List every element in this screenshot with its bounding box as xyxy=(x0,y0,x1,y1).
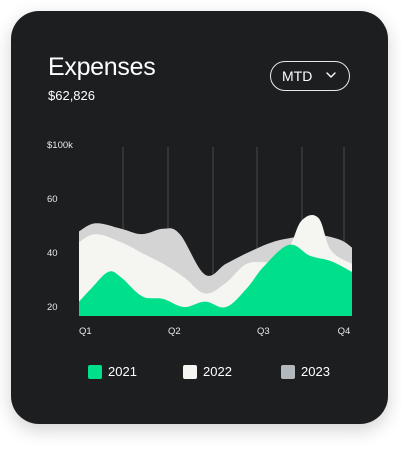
x-tick-label: Q4 xyxy=(338,326,351,337)
card-title: Expenses xyxy=(48,53,156,81)
y-tick-label: 40 xyxy=(47,248,58,259)
legend-label: 2021 xyxy=(108,364,137,379)
x-tick-label: Q2 xyxy=(168,326,181,337)
legend-item-2022: 2022 xyxy=(183,364,232,379)
chart-legend: 2021 2022 2023 xyxy=(11,364,388,384)
legend-label: 2023 xyxy=(301,364,330,379)
period-select[interactable]: MTD xyxy=(270,61,350,91)
x-tick-label: Q3 xyxy=(257,326,270,337)
chevron-down-icon xyxy=(326,72,336,78)
period-select-value: MTD xyxy=(282,68,313,84)
legend-swatch xyxy=(183,364,197,379)
expenses-total: $62,826 xyxy=(48,88,95,103)
y-tick-label: 20 xyxy=(47,302,58,313)
legend-swatch xyxy=(88,364,102,379)
y-tick-label: 60 xyxy=(47,194,58,205)
expenses-area-chart: $100k 60 40 20 Q1 Q2 Q3 Q4 xyxy=(47,140,352,337)
legend-swatch xyxy=(281,364,295,379)
x-tick-label: Q1 xyxy=(79,326,92,337)
expenses-card: Expenses $62,826 MTD $100k 60 40 20 Q1 Q2 Q3 Q4… xyxy=(11,11,388,424)
area-series-2021 xyxy=(79,244,352,316)
y-tick-label: $100k xyxy=(47,140,73,151)
legend-item-2021: 2021 xyxy=(88,364,137,379)
legend-item-2023: 2023 xyxy=(281,364,330,379)
legend-label: 2022 xyxy=(203,364,232,379)
